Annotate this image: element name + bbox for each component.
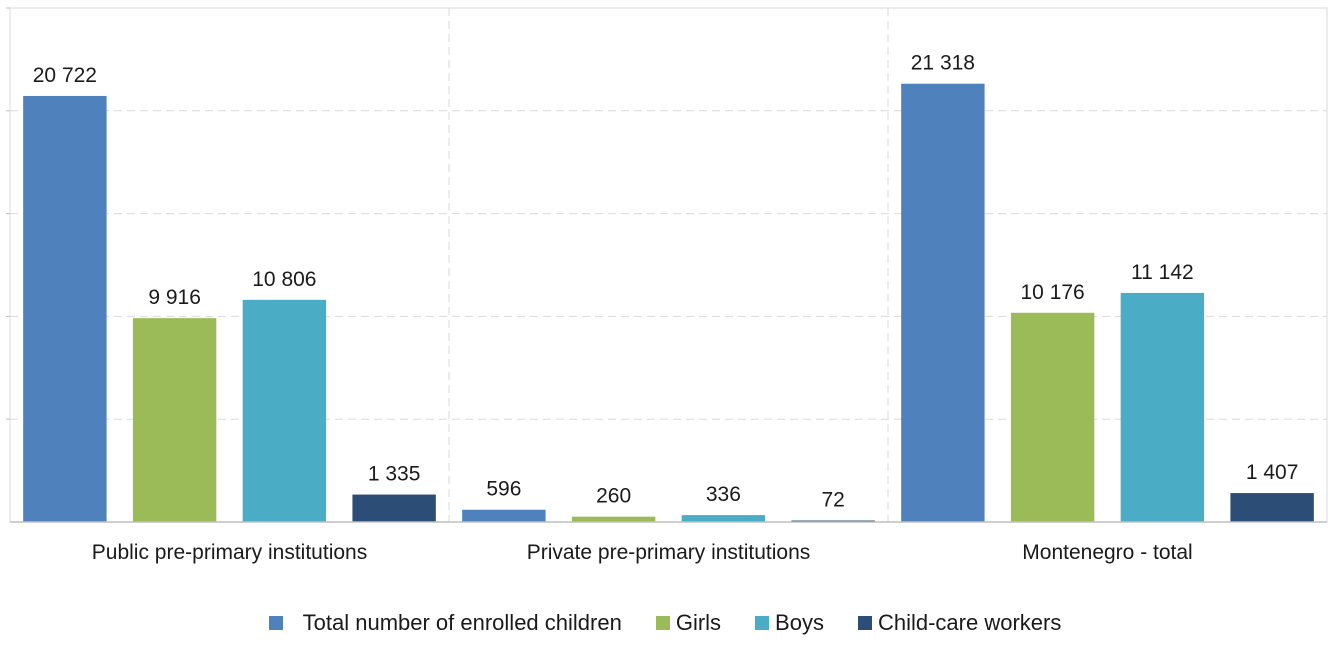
bar-series2-cat1 (681, 515, 766, 522)
legend-item-workers: Child-care workers (857, 610, 1062, 636)
bar-series0-cat1 (462, 509, 546, 522)
legend-swatch-workers (857, 616, 872, 630)
bar-series3-cat0 (352, 494, 436, 522)
legend-label-boys: Boys (775, 610, 824, 635)
data-label-series3-cat2: 1 407 (1246, 461, 1299, 484)
legend-label-workers: Child-care workers (877, 610, 1062, 635)
data-label-series3-cat1: 72 (821, 489, 844, 512)
legend-swatch-girls (655, 616, 670, 630)
bar-series1-cat1 (571, 516, 656, 522)
category-label-2: Montenegro - total (1022, 541, 1192, 564)
bar-series0-cat0 (23, 95, 107, 522)
legend-label-girls: Girls (675, 610, 722, 635)
data-label-series2-cat0: 10 806 (252, 268, 316, 291)
data-label-series3-cat0: 1 335 (368, 463, 421, 486)
bar-chart: 20 722 596 21 318 9 916 260 10 176 10 806 336 11… (6, 7, 1328, 564)
legend-label-total: Total number of enrolled children (302, 610, 622, 635)
data-label-series2-cat1: 336 (706, 483, 741, 506)
legend-swatch-total (268, 616, 283, 630)
data-label-series1-cat0: 9 916 (148, 286, 201, 309)
bar-series2-cat0 (242, 299, 327, 522)
bar-series2-cat2 (1120, 292, 1205, 522)
data-label-series0-cat1: 596 (486, 478, 521, 501)
data-label-series1-cat1: 260 (596, 485, 631, 508)
legend-item-boys: Boys (755, 610, 824, 636)
category-label-0: Public pre-primary institutions (92, 541, 367, 564)
legend-item-total: Total number of enrolled children (268, 610, 622, 636)
data-label-series0-cat0: 20 722 (33, 64, 97, 87)
bar-series3-cat2 (1230, 493, 1314, 522)
data-label-series0-cat2: 21 318 (911, 52, 975, 75)
category-label-1: Private pre-primary institutions (527, 541, 811, 564)
legend: Total number of enrolled children Girls … (0, 608, 1330, 638)
bar-series1-cat2 (1010, 312, 1095, 522)
data-label-series2-cat2: 11 142 (1131, 261, 1194, 284)
bar-series1-cat0 (132, 318, 217, 522)
legend-item-girls: Girls (655, 610, 722, 636)
data-label-series1-cat2: 10 176 (1021, 281, 1085, 304)
bar-series0-cat2 (901, 83, 985, 523)
legend-swatch-boys (755, 616, 770, 630)
